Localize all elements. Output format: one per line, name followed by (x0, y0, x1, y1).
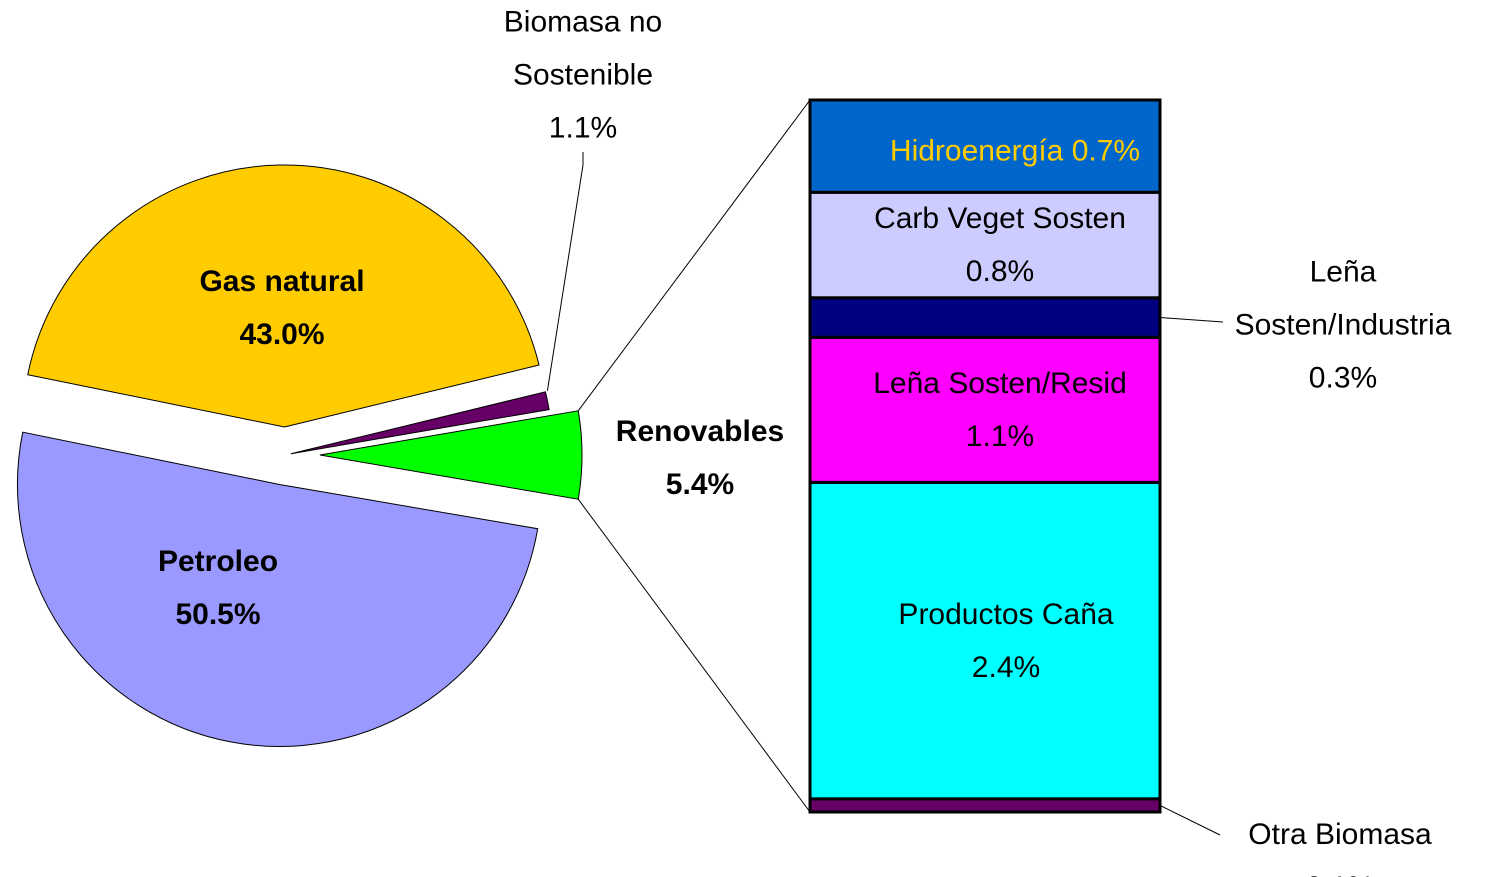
label-text: 0.7% (1071, 134, 1141, 168)
pie-slice (16, 431, 539, 747)
label-text: 1.1% (965, 419, 1035, 453)
pie-slice (319, 410, 583, 500)
leader-line (577, 99, 811, 412)
label-text: 0.1% (1200, 861, 1480, 877)
segment-label: Productos Caña 2.4% (898, 588, 1113, 694)
label-text: 0.8% (965, 255, 1035, 289)
slice-label: Biomasa no Sostenible 1.1% (468, 0, 698, 155)
label-text: Leña Sosten/Industria (1234, 255, 1452, 342)
label-text: Otra Biomasa (1248, 818, 1432, 851)
label-text: Gas natural (199, 265, 365, 298)
slice-label: Renovables 5.4% (616, 405, 784, 511)
label-text: 2.4% (971, 650, 1041, 684)
label-text: Leña Sosten/Resid (873, 366, 1127, 400)
label-text: 43.0% (239, 318, 325, 351)
leader-line (1159, 317, 1224, 323)
slice-label: Petroleo 50.5% (158, 535, 278, 641)
leader-line (1159, 804, 1221, 836)
label-text: Hidroenergía (889, 134, 1064, 168)
bar-segment (808, 335, 1162, 484)
pie-slice (27, 164, 540, 428)
label-text: Petroleo (157, 545, 279, 578)
label-text: Carb Veget Sosten (874, 202, 1126, 236)
label-text: 5.4% (665, 468, 735, 501)
leader-line (577, 498, 811, 813)
segment-label: Hidroenergía 0.7% (890, 125, 1140, 178)
segment-label: Leña Sosten/Industria 0.3% (1203, 246, 1483, 405)
segment-label: Carb Veget Sosten 0.8% (874, 192, 1126, 298)
bar-segment (808, 797, 1162, 814)
label-text: Renovables (615, 415, 785, 448)
label-text: 0.3% (1308, 361, 1378, 395)
label-text: Biomasa no Sostenible (503, 5, 663, 92)
leader-line (546, 164, 584, 391)
pie-slice (290, 391, 550, 455)
bar-segment (808, 480, 1162, 801)
segment-label: Otra Biomasa 0.1% (1200, 808, 1480, 877)
bar-segment (808, 98, 1162, 194)
segment-label: Leña Sosten/Resid 1.1% (873, 357, 1127, 463)
label-text: 50.5% (175, 598, 261, 631)
bar-segment (808, 296, 1162, 339)
label-text: 1.1% (548, 111, 618, 145)
slice-label: Gas natural 43.0% (199, 255, 364, 361)
bar-segment (808, 190, 1162, 300)
label-text: Productos Caña (898, 597, 1114, 631)
